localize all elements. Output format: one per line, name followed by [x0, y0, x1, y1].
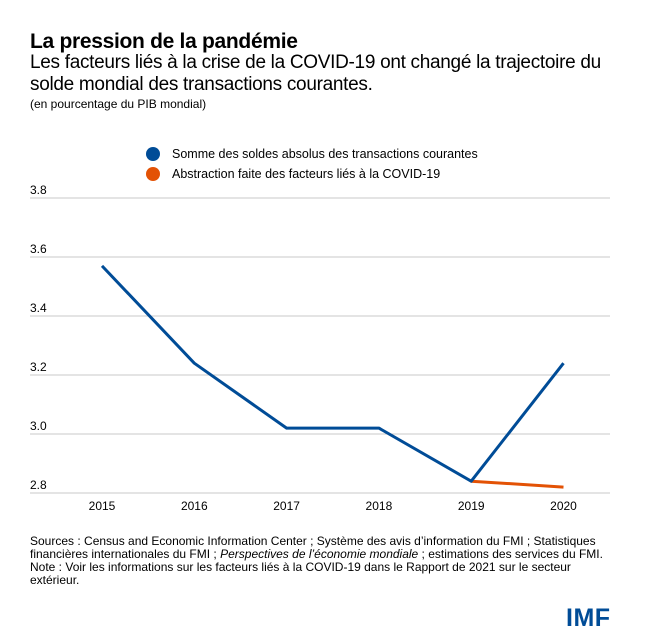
- x-tick-label: 2019: [458, 499, 485, 513]
- legend-marker-blue: [146, 147, 160, 161]
- x-tick-label: 2015: [89, 499, 116, 513]
- legend-label: Abstraction faite des facteurs liés à la…: [172, 167, 441, 181]
- series-line-total: [100, 264, 565, 483]
- footnotes: Sources : Census and Economic Informatio…: [30, 535, 620, 587]
- x-tick-label: 2016: [181, 499, 208, 513]
- legend-item-orange: Abstraction faite des facteurs liés à la…: [146, 164, 478, 184]
- x-tick-label: 2018: [366, 499, 393, 513]
- imf-logo: IMF: [566, 604, 611, 632]
- legend-item-blue: Somme des soldes absolus des transaction…: [146, 144, 478, 164]
- y-tick-label: 3.2: [30, 360, 47, 374]
- y-tick-label: 3.0: [30, 419, 47, 433]
- y-tick-label: 3.4: [30, 301, 47, 315]
- chart-subtitle: Les facteurs liés à la crise de la COVID…: [30, 52, 601, 95]
- note-text: Note : Voir les informations sur les fac…: [30, 560, 571, 587]
- x-tick-label: 2020: [550, 499, 577, 513]
- x-tick-label: 2017: [273, 499, 300, 513]
- series-line-excl-covid: [471, 479, 564, 489]
- chart-title: La pression de la pandémie: [30, 30, 298, 53]
- y-tick-label: 3.8: [30, 183, 47, 197]
- legend-label: Somme des soldes absolus des transaction…: [172, 147, 478, 161]
- legend: Somme des soldes absolus des transaction…: [146, 144, 478, 184]
- y-tick-label: 2.8: [30, 478, 47, 492]
- sources-note: Sources : Census and Economic Informatio…: [30, 534, 603, 561]
- y-tick-label: 3.6: [30, 242, 47, 256]
- units-label: (en pourcentage du PIB mondial): [30, 97, 207, 111]
- legend-marker-orange: [146, 167, 160, 181]
